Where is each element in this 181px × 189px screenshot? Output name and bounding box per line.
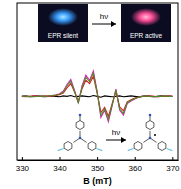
x-axis-title: B (mT) bbox=[83, 176, 112, 186]
molecule bbox=[128, 114, 173, 151]
photo-glow bbox=[131, 8, 161, 26]
x-tick: 370 bbox=[166, 157, 180, 173]
x-axis: 330 340 350 360 370 bbox=[16, 157, 180, 173]
annotation: EPR active bbox=[130, 32, 163, 39]
arrow-head bbox=[121, 137, 126, 143]
annotation: EPR silent bbox=[48, 32, 79, 39]
x-tick-label: 330 bbox=[16, 164, 30, 173]
annotation: hν bbox=[100, 12, 108, 21]
x-tick: 350 bbox=[91, 157, 105, 173]
x-tick-label: 350 bbox=[91, 164, 105, 173]
spectrum-line bbox=[22, 71, 172, 122]
x-axis-line bbox=[18, 160, 179, 161]
x-tick-mark bbox=[135, 157, 136, 160]
photo-glow bbox=[48, 8, 78, 26]
photo bbox=[38, 4, 88, 42]
x-tick: 360 bbox=[129, 157, 143, 173]
plot-frame bbox=[17, 3, 178, 160]
x-tick-mark bbox=[97, 157, 98, 160]
arrow-head bbox=[111, 21, 116, 27]
x-tick: 340 bbox=[53, 157, 67, 173]
x-tick-mark bbox=[172, 157, 173, 160]
lines bbox=[22, 71, 172, 122]
x-tick: 330 bbox=[16, 157, 30, 173]
molecule bbox=[58, 114, 103, 151]
x-tick-label: 370 bbox=[166, 164, 180, 173]
x-tick-mark bbox=[22, 157, 23, 160]
x-tick-label: 360 bbox=[129, 164, 143, 173]
x-tick-label: 340 bbox=[53, 164, 67, 173]
annotation: hν bbox=[112, 128, 120, 137]
photo bbox=[121, 4, 171, 42]
x-tick-mark bbox=[60, 157, 61, 160]
chart: 330 340 350 360 370 B (mT) EPR silent EPR activ… bbox=[0, 0, 181, 189]
spectrum-line bbox=[22, 73, 172, 120]
